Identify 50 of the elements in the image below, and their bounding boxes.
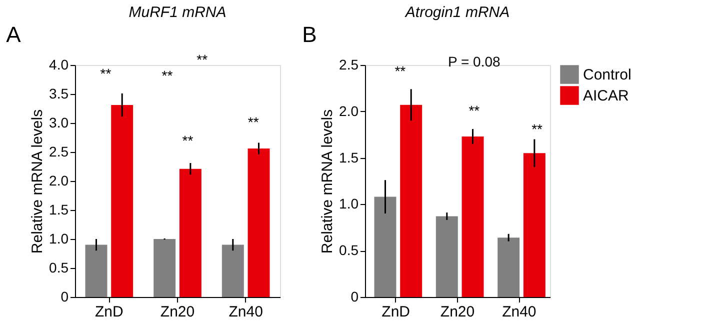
y-tick-label: 1.0 [339, 196, 359, 212]
annotation: ** [394, 62, 406, 79]
annotation: ** [248, 114, 260, 130]
annotation: ** [196, 51, 208, 68]
annotation: ** [532, 120, 544, 137]
chart-title: MuRF1 mRNA [128, 4, 226, 21]
bar [222, 244, 244, 297]
y-tick-label: 0 [60, 288, 69, 304]
y-tick-label: 2.0 [49, 172, 69, 188]
y-axis-title: Relative mRNA levels [319, 109, 336, 254]
y-tick-label: 2.5 [49, 144, 69, 160]
y-tick-label: 0 [350, 288, 359, 304]
bar [462, 136, 484, 297]
bar [523, 153, 546, 297]
x-tick-label: Zn40 [228, 304, 263, 320]
bar [436, 216, 458, 297]
text: B [302, 22, 317, 47]
bar [111, 105, 134, 297]
x-tick-label: ZnD [94, 304, 124, 320]
bar [154, 239, 176, 297]
y-axis-title: Relative mRNA levels [29, 109, 46, 254]
x-tick-label: Zn40 [502, 304, 536, 320]
legend-label: Control [583, 66, 632, 84]
legend-label: AICAR [583, 88, 630, 104]
y-tick-label: 3.0 [49, 114, 69, 130]
bar [374, 196, 396, 297]
y-tick-label: 0.5 [49, 260, 69, 276]
x-tick-label: Zn20 [160, 304, 195, 320]
bar [179, 168, 202, 297]
annotation: P = 0.08 [448, 54, 501, 70]
y-tick-label: 1.5 [339, 149, 359, 166]
x-tick-label: ZnD [382, 304, 410, 320]
annotation: ** [100, 65, 112, 82]
y-tick-label: 4.0 [49, 56, 69, 72]
y-tick-label: 2.5 [339, 56, 359, 72]
annotation: ** [162, 68, 174, 84]
bar [498, 238, 520, 297]
annotation: ** [468, 102, 480, 118]
y-tick-label: 1.0 [49, 230, 69, 246]
x-tick-label: Zn20 [440, 304, 475, 320]
y-tick-label: 1.5 [49, 202, 69, 218]
y-tick-label: 0.5 [339, 242, 359, 258]
chart-title: Atrogin1 mRNA [404, 4, 510, 21]
text: A [6, 22, 22, 47]
bar [400, 104, 422, 297]
y-tick-label: 3.5 [49, 86, 69, 102]
bar [248, 148, 270, 297]
y-tick-label: 2.0 [339, 102, 359, 119]
annotation: ** [182, 132, 194, 149]
bar [85, 244, 108, 297]
